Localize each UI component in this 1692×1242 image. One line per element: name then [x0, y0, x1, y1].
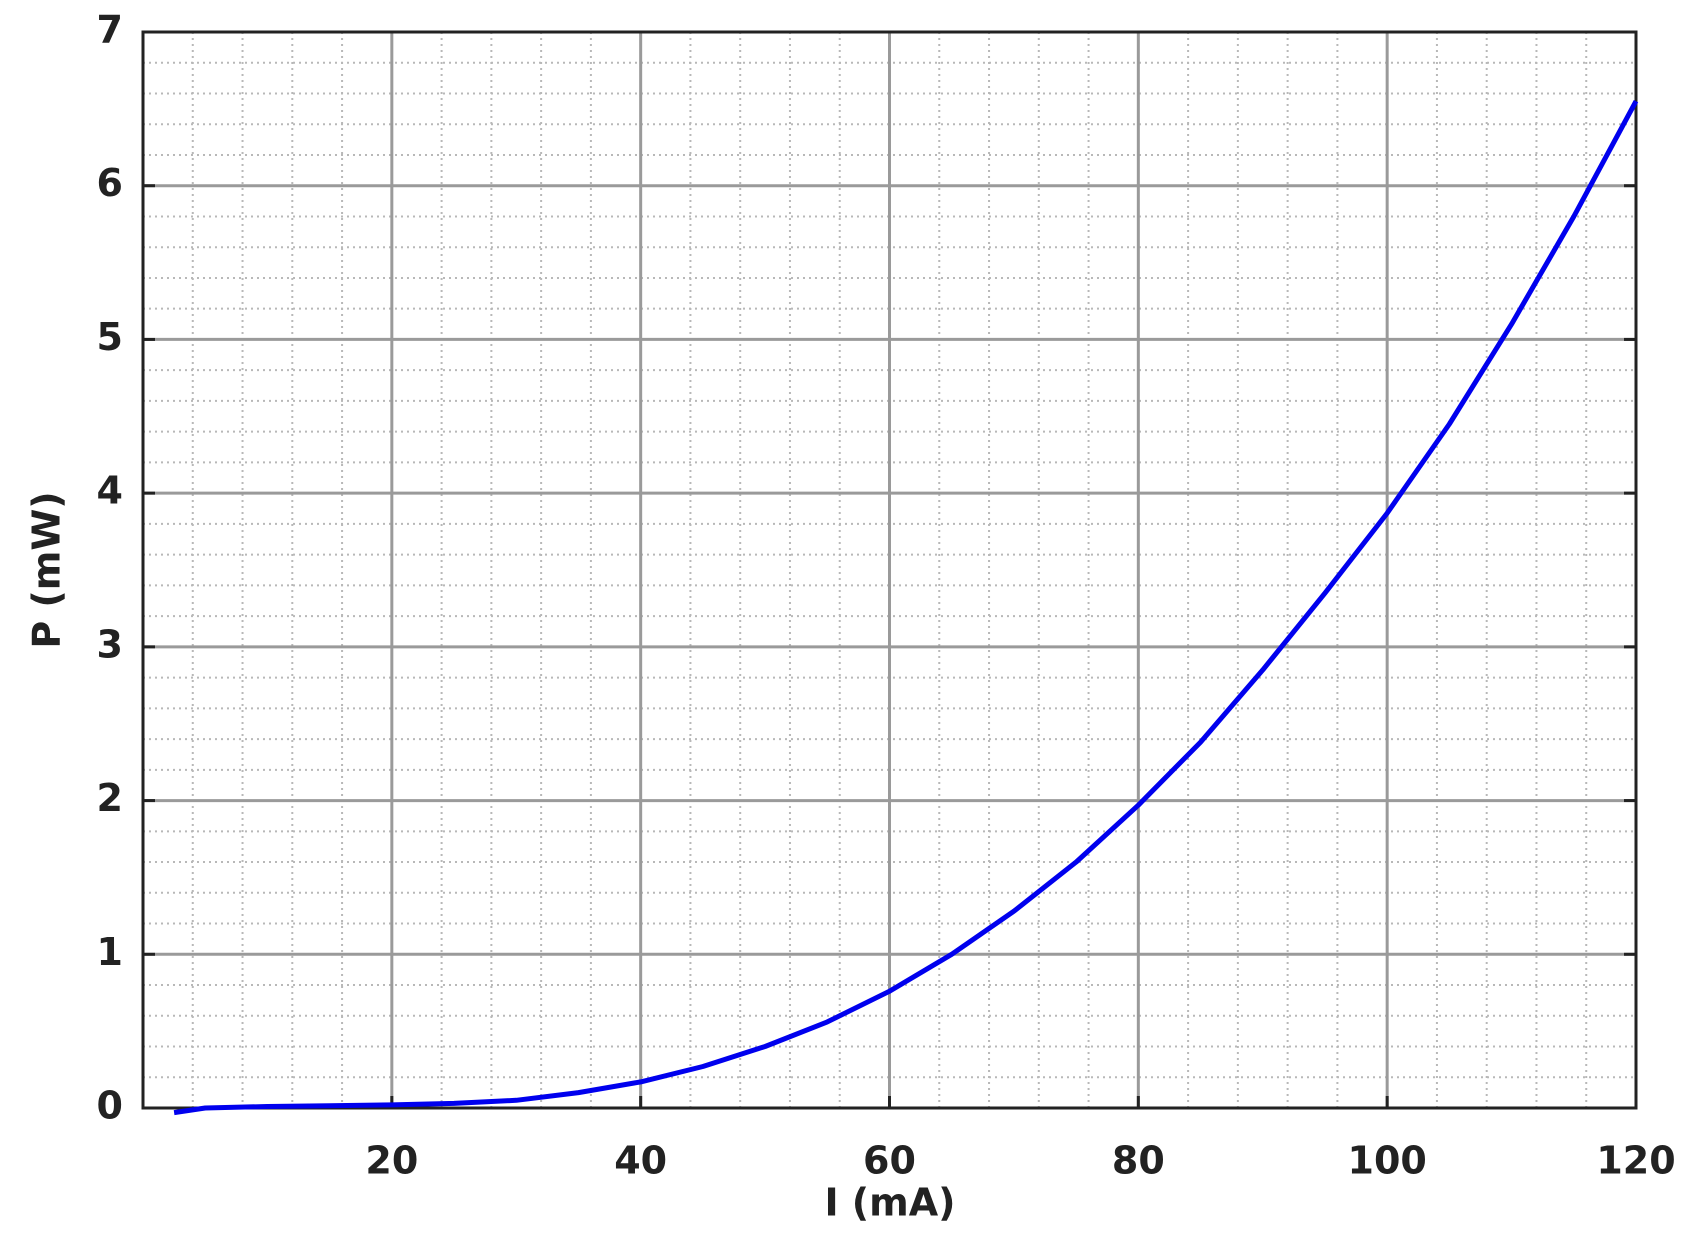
x-tick-label: 120 — [1596, 1139, 1675, 1183]
y-tick-label: 0 — [97, 1084, 123, 1128]
y-tick-label: 4 — [97, 469, 123, 513]
y-tick-label: 1 — [97, 930, 123, 974]
x-tick-label: 80 — [1112, 1139, 1165, 1183]
x-axis-label: I (mA) — [824, 1181, 955, 1225]
x-tick-label: 40 — [614, 1139, 667, 1183]
data-line — [173, 100, 1639, 1116]
plot-frame — [141, 30, 1638, 1110]
y-tick-label: 5 — [97, 315, 123, 359]
x-tick-label: 20 — [365, 1139, 418, 1183]
x-tick-label: 60 — [863, 1139, 916, 1183]
y-axis-label: P (mW) — [25, 491, 69, 648]
y-tick-label: 7 — [97, 8, 123, 52]
y-tick-label: 3 — [97, 622, 123, 666]
y-tick-label: 6 — [97, 161, 123, 205]
x-tick-label: 100 — [1348, 1139, 1427, 1183]
y-tick-label: 2 — [97, 776, 123, 820]
